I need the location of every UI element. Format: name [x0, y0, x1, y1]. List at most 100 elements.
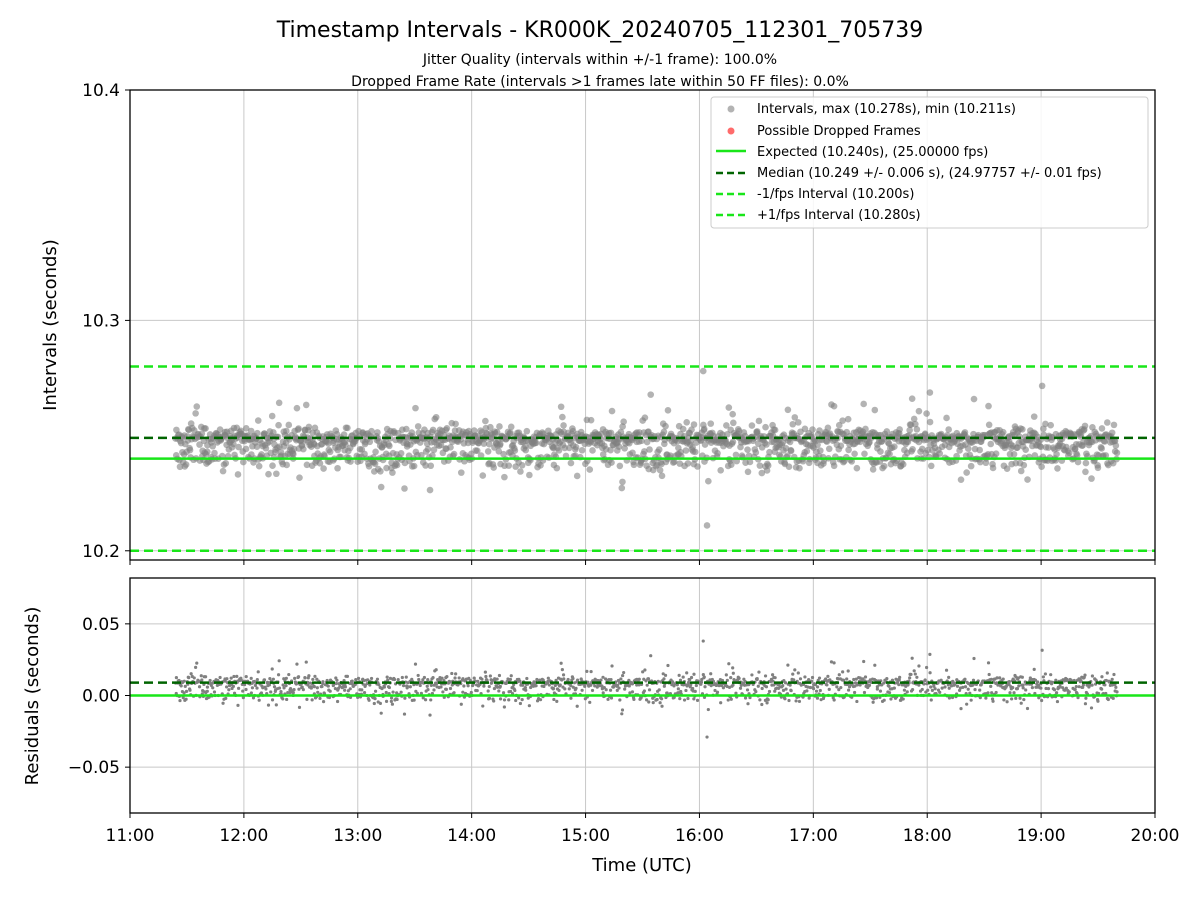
residual-point	[423, 698, 428, 702]
residual-point	[378, 701, 383, 705]
interval-point	[1098, 445, 1105, 452]
residual-point	[229, 676, 233, 680]
interval-point	[1103, 419, 1111, 426]
residual-point	[454, 672, 458, 676]
residual-point	[923, 678, 927, 682]
residual-point	[767, 689, 772, 694]
residual-point	[1025, 706, 1030, 711]
residual-point	[1021, 686, 1025, 690]
residual-point	[569, 684, 573, 688]
residual-point	[815, 685, 820, 689]
residual-point	[421, 678, 425, 682]
residual-point	[1105, 671, 1109, 675]
interval-point	[268, 412, 276, 420]
residual-point	[297, 705, 302, 709]
residual-point	[192, 676, 196, 680]
residual-point	[395, 691, 399, 695]
interval-point	[1020, 461, 1028, 469]
residual-point	[315, 686, 319, 690]
residual-point	[518, 679, 522, 683]
interval-point	[985, 402, 992, 410]
residual-point	[1052, 688, 1057, 692]
residual-point	[824, 677, 828, 681]
residual-point	[386, 678, 390, 682]
residual-point	[276, 673, 281, 677]
interval-point	[1022, 446, 1029, 453]
residual-point	[771, 679, 775, 683]
residual-point	[1007, 682, 1011, 687]
interval-point	[701, 441, 709, 448]
residual-point	[643, 668, 647, 672]
residual-point	[492, 699, 496, 703]
residual-point	[257, 698, 261, 702]
residual-point	[746, 702, 750, 706]
interval-point	[883, 428, 891, 435]
interval-point	[422, 462, 429, 469]
interval-point	[427, 462, 435, 470]
interval-point	[700, 425, 708, 433]
residual-point	[482, 684, 486, 688]
residual-point	[297, 687, 301, 691]
interval-point	[275, 399, 283, 407]
residual-point	[611, 685, 616, 689]
interval-point	[755, 417, 763, 425]
x-tick-label: 15:00	[561, 826, 610, 846]
residual-point	[930, 688, 934, 692]
residual-point	[928, 671, 932, 675]
residual-point	[604, 688, 608, 692]
residual-point	[575, 704, 579, 708]
residual-point	[783, 681, 788, 685]
interval-point	[262, 444, 270, 452]
residual-point	[978, 688, 982, 692]
interval-point	[234, 471, 242, 478]
interval-point	[618, 484, 626, 492]
residual-point	[518, 701, 523, 706]
interval-point	[824, 424, 832, 432]
interval-point	[871, 406, 879, 414]
residual-point	[618, 698, 622, 702]
residual-point	[875, 687, 879, 691]
interval-point	[691, 448, 699, 456]
residual-point	[197, 685, 202, 689]
interval-point	[344, 424, 351, 432]
interval-point	[371, 460, 379, 467]
residual-point	[600, 684, 604, 688]
residual-point	[875, 696, 879, 700]
interval-point	[537, 462, 544, 469]
residual-point	[426, 688, 430, 692]
residual-point	[810, 675, 815, 680]
residual-point	[425, 684, 429, 688]
residual-point	[1083, 673, 1087, 677]
residuals-y-tick-label: 0.05	[82, 615, 120, 635]
residual-point	[268, 677, 272, 681]
residual-point	[695, 698, 700, 703]
legend-entry-intervals: Intervals, max (10.278s), min (10.211s)	[757, 102, 1016, 117]
interval-point	[414, 423, 422, 430]
interval-point	[961, 429, 969, 436]
residual-point	[898, 675, 902, 679]
residual-point	[813, 683, 818, 687]
interval-point	[559, 413, 566, 421]
interval-point	[401, 485, 408, 492]
residual-point	[177, 678, 181, 683]
residual-point	[205, 685, 210, 689]
interval-point	[493, 428, 501, 436]
interval-point	[222, 459, 230, 467]
interval-point	[763, 467, 771, 474]
residual-point	[402, 712, 407, 716]
interval-point	[202, 425, 209, 432]
residual-point	[910, 656, 914, 660]
residual-point	[421, 696, 425, 700]
interval-point	[908, 395, 916, 403]
residual-point	[513, 688, 517, 693]
residual-point	[932, 684, 936, 688]
interval-point	[432, 413, 440, 421]
interval-point	[290, 450, 297, 458]
residual-point	[1106, 697, 1110, 702]
residual-point	[315, 677, 319, 681]
interval-point	[641, 448, 648, 455]
interval-point	[283, 427, 290, 435]
residual-point	[783, 697, 787, 701]
residual-point	[546, 676, 550, 680]
residual-point	[719, 701, 723, 705]
